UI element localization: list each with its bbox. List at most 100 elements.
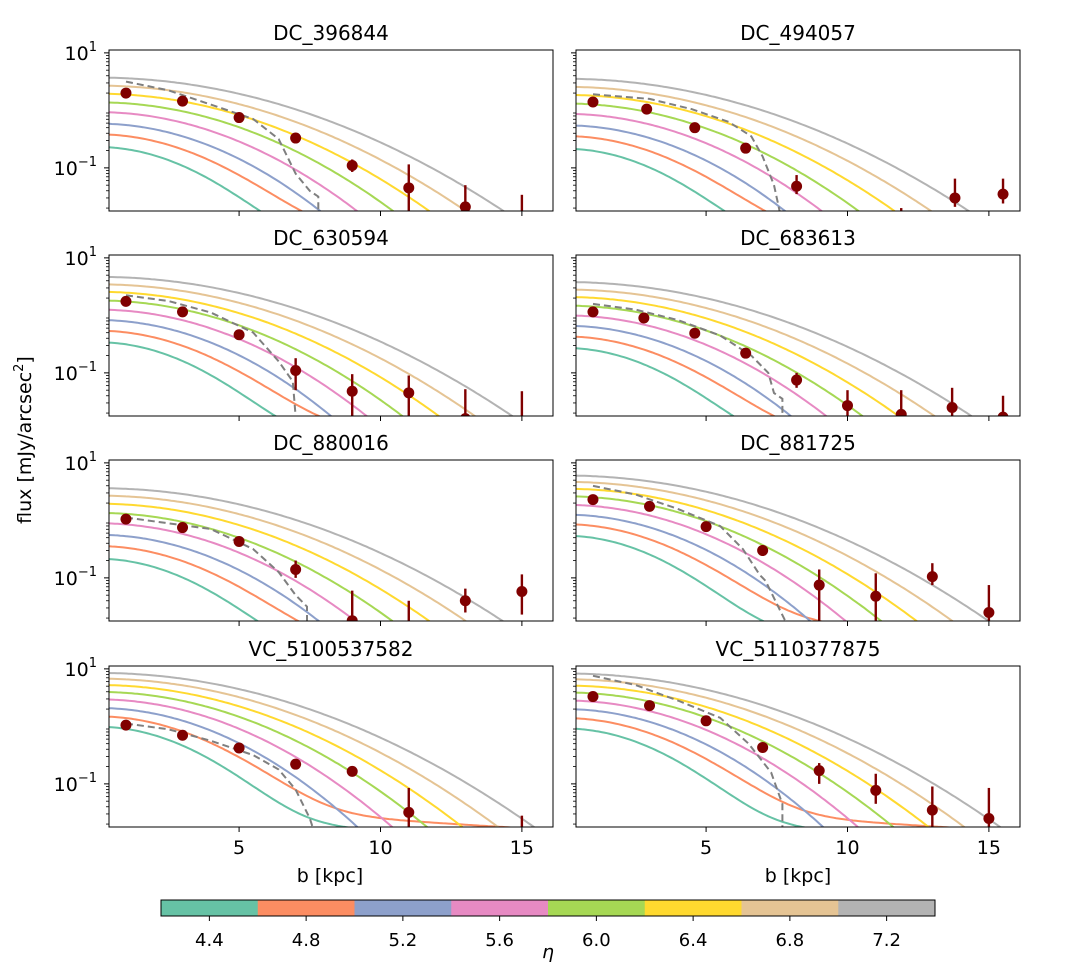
model-curve — [109, 707, 359, 827]
data-point — [459, 201, 471, 211]
panel: DC_881725 — [571, 431, 1021, 626]
model-curve — [576, 325, 793, 416]
data-point — [926, 804, 938, 816]
data-point — [233, 329, 245, 341]
colorbar-tick-label: 4.8 — [292, 930, 321, 951]
panel-title: DC_881725 — [740, 431, 856, 455]
y-tick-base: 10 — [65, 43, 89, 65]
data-point — [587, 691, 599, 703]
model-curve — [109, 494, 468, 621]
colorbar-tick-label: 6.0 — [582, 930, 611, 951]
model-curve — [576, 135, 768, 211]
model-curve — [576, 708, 825, 827]
model-curve — [109, 76, 506, 211]
model-curve — [109, 545, 301, 621]
y-tick-base: 10 — [54, 774, 78, 796]
y-tick-label: 101 — [65, 656, 97, 681]
model-curve — [576, 678, 966, 827]
axes-frame — [108, 459, 554, 622]
data-point — [757, 544, 769, 556]
model-curve — [109, 534, 321, 621]
data-point — [290, 364, 302, 376]
model-curve — [576, 717, 958, 827]
x-tick-label: 15 — [977, 837, 1001, 859]
colorbar-tick-label: 5.2 — [389, 930, 418, 951]
model-curve — [109, 84, 468, 211]
y-tick-exponent: 1 — [89, 245, 97, 260]
y-tick-exponent: −1 — [78, 565, 97, 580]
panel-title: DC_630594 — [273, 226, 389, 250]
psf-dashed-line — [592, 484, 787, 621]
panel-plot-area — [576, 281, 1009, 416]
data-point — [740, 142, 752, 154]
model-curve — [109, 290, 441, 416]
model-curve — [576, 94, 897, 211]
y-tick-exponent: −1 — [78, 360, 97, 375]
y-axis-label: flux [mJy/arcsec2] — [12, 356, 36, 524]
colorbar-tick-label: 5.6 — [485, 930, 514, 951]
panel-title: VC_5110377875 — [716, 637, 881, 661]
model-curve — [576, 523, 825, 621]
panel-plot-area — [576, 672, 1002, 827]
data-point — [740, 347, 752, 359]
colorbar: 4.4 4.8 5.2 5.6 6.0 6.4 6.8 7.2 — [160, 899, 936, 951]
data-point — [403, 806, 415, 818]
x-axis-label-right: b [kpc] — [765, 865, 831, 887]
y-tick-exponent: 1 — [89, 450, 97, 465]
data-point — [895, 408, 907, 416]
panel-plot-area — [576, 77, 1009, 211]
model-curve — [109, 558, 260, 621]
psf-dashed-line — [125, 80, 320, 211]
data-point — [791, 374, 803, 386]
y-tick-label: 10−1 — [54, 360, 97, 385]
panel-title: DC_396844 — [273, 21, 389, 45]
model-curve — [109, 111, 359, 211]
model-curve — [109, 684, 464, 827]
model-curve — [109, 726, 353, 827]
panel-plot-area — [109, 672, 536, 827]
model-curve — [576, 77, 971, 211]
data-point — [841, 400, 853, 412]
colorbar-segment — [451, 900, 549, 916]
y-tick-label: 101 — [65, 40, 97, 65]
model-curve — [109, 698, 394, 827]
y-tick-base: 10 — [65, 248, 89, 270]
axes-frame — [108, 254, 554, 417]
model-curve — [576, 296, 901, 416]
data-point — [346, 615, 358, 621]
model-curve — [576, 487, 919, 621]
psf-dashed-line — [592, 674, 784, 827]
data-point — [120, 87, 132, 99]
data-point — [813, 579, 825, 591]
data-point — [813, 765, 825, 777]
model-curve — [576, 535, 766, 621]
data-point — [997, 188, 1009, 200]
panel-title: DC_880016 — [273, 431, 389, 455]
model-curve — [576, 481, 955, 621]
data-point — [791, 180, 803, 192]
data-point — [689, 122, 701, 134]
data-point — [587, 494, 599, 506]
model-curve — [576, 347, 736, 416]
colorbar-segment — [644, 900, 742, 916]
axes-frame — [575, 665, 1021, 828]
model-curve — [576, 304, 865, 416]
model-curve — [109, 319, 333, 416]
axes-frame — [575, 49, 1021, 212]
y-tick-base: 10 — [54, 363, 78, 385]
axes-frame — [108, 49, 554, 212]
data-point — [120, 295, 132, 307]
psf-dashed-line — [125, 722, 314, 827]
psf-dashed-line — [125, 516, 308, 621]
model-curve — [109, 677, 500, 827]
data-point — [120, 719, 132, 731]
model-curve — [109, 276, 515, 416]
colorbar-label: η — [542, 941, 554, 963]
model-curve — [109, 522, 358, 621]
y-tick-label: 101 — [65, 245, 97, 270]
y-tick-exponent: −1 — [78, 155, 97, 170]
colorbar-tick-label: 4.4 — [195, 930, 224, 951]
model-curve — [576, 335, 777, 416]
y-tick-label: 101 — [65, 450, 97, 475]
